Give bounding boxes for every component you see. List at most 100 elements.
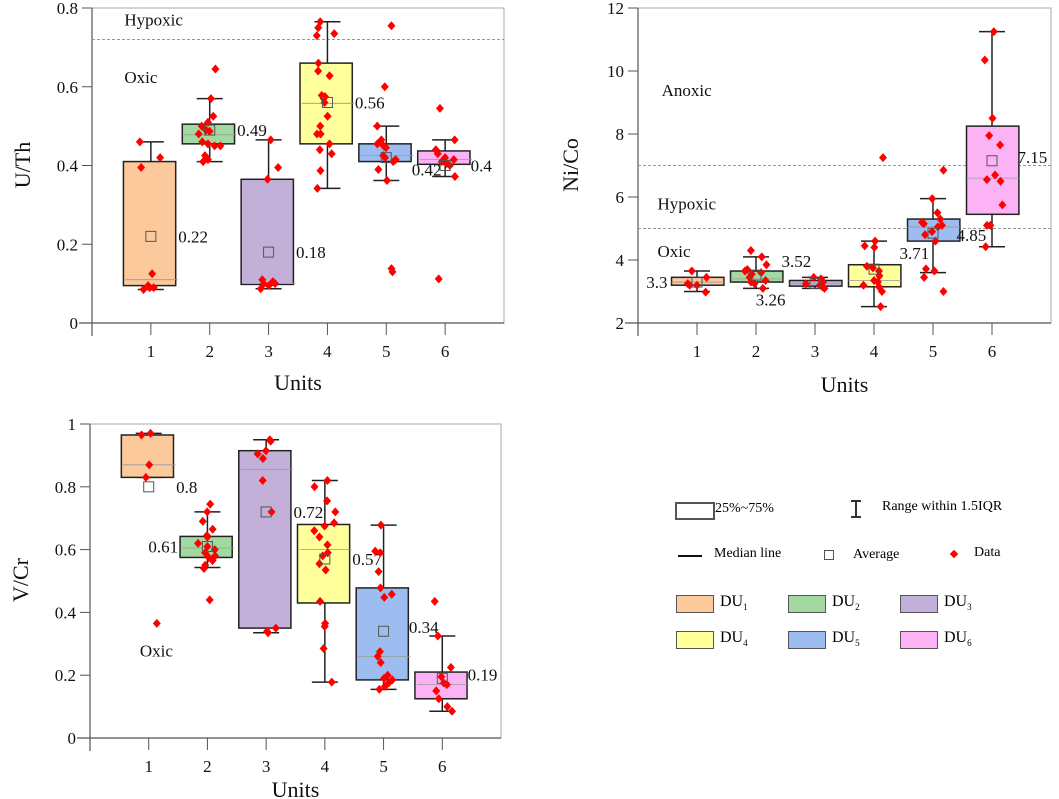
data-point	[316, 129, 325, 139]
chart-uth: 0 0.2 0.4 0.6 0.8 1 2 3 4 5 6 U/Th Units Hypoxic Oxic 0…	[10, 0, 505, 395]
data-point	[312, 31, 321, 41]
x-tick-label: 4	[321, 757, 330, 776]
data-point	[205, 595, 214, 605]
iqr-box	[122, 160, 177, 287]
data-point	[261, 446, 270, 456]
mean-marker	[691, 276, 703, 288]
data-point	[374, 164, 383, 174]
data-point	[809, 272, 818, 282]
data-point	[320, 622, 329, 632]
data-point	[376, 520, 385, 530]
data-point	[930, 266, 939, 276]
data-point	[919, 219, 928, 229]
data-point	[434, 694, 443, 704]
data-point	[211, 64, 220, 74]
legend-unit-sub: 4	[743, 638, 748, 649]
box-du4: 0.57	[296, 476, 382, 687]
box-du4: 3.71	[847, 153, 929, 312]
legend-median-label: Median line	[714, 546, 782, 561]
mean-value-label: 4.85	[956, 226, 986, 245]
mean-value-label: 7.15	[1017, 148, 1047, 167]
data-point	[939, 165, 948, 175]
data-point	[998, 200, 1007, 210]
data-point	[319, 644, 328, 654]
zone-label: Oxic	[124, 68, 158, 87]
legend-swatch-du4	[676, 631, 714, 649]
data-point	[988, 113, 997, 123]
legend-unit-base: DU	[720, 629, 744, 646]
y-tick-label: 2	[616, 314, 625, 333]
y-tick-label: 0.2	[55, 666, 76, 685]
data-point	[435, 103, 444, 113]
mean-marker	[436, 672, 448, 684]
data-point	[331, 507, 340, 517]
box-du2: 0.61	[148, 499, 235, 605]
range-icon	[851, 500, 861, 518]
mean-value-label: 0.61	[148, 537, 178, 556]
mean-marker	[750, 269, 762, 281]
mean-marker	[927, 227, 939, 239]
data-point	[373, 651, 382, 661]
legend-label-du6: DU6	[944, 629, 972, 648]
legend-label-du1: DU1	[720, 593, 748, 612]
x-tick-label: 1	[144, 757, 153, 776]
mean-marker	[378, 625, 390, 637]
data-point	[203, 139, 212, 149]
average-icon	[824, 550, 834, 560]
data-point	[446, 662, 455, 672]
legend-range-label: Range within 1.5IQR	[882, 499, 1003, 514]
data-point	[315, 145, 324, 155]
mean-marker	[809, 277, 821, 289]
legend-unit-base: DU	[832, 629, 856, 646]
iqr-box	[238, 449, 292, 629]
legend-box-swatch	[675, 502, 715, 520]
data-point	[316, 166, 325, 176]
box-du5: 4.85	[906, 165, 986, 296]
data-point	[137, 430, 146, 440]
box-du4: 0.56	[299, 17, 385, 193]
data-point	[870, 242, 879, 252]
legend-swatch-du6	[900, 631, 938, 649]
data-point	[443, 702, 452, 712]
data-point	[198, 516, 207, 526]
data-point	[216, 141, 225, 151]
data-point	[316, 121, 325, 131]
x-axis-label: Units	[272, 777, 320, 799]
iqr-box	[355, 587, 410, 681]
mean-marker	[204, 124, 216, 136]
data-point	[258, 476, 267, 486]
mean-value-label: 3.52	[781, 252, 811, 271]
data-point	[139, 285, 148, 295]
data-point	[388, 267, 397, 277]
legend-swatch-du5	[788, 631, 826, 649]
data-point	[203, 117, 212, 127]
legend-unit-base: DU	[944, 629, 968, 646]
data-point	[325, 139, 334, 149]
x-tick-label: 2	[752, 342, 761, 361]
data-point	[376, 583, 385, 593]
y-tick-label: 1	[68, 415, 77, 434]
box-du1: 0.8	[120, 428, 197, 628]
data-point	[982, 220, 991, 230]
data-point	[310, 526, 319, 536]
data-point	[450, 135, 459, 145]
data-point	[437, 672, 446, 682]
data-point	[762, 260, 771, 270]
x-tick-label: 1	[147, 342, 156, 361]
legend-unit-sub: 6	[967, 638, 972, 649]
data-point	[330, 518, 339, 528]
data-point	[135, 137, 144, 147]
box-du5: 0.34	[355, 520, 439, 694]
x-tick-label: 2	[203, 757, 212, 776]
box-du3: 0.18	[240, 135, 326, 294]
data-point	[316, 596, 325, 606]
data-point	[933, 222, 942, 232]
data-point	[868, 263, 877, 273]
data-point	[323, 496, 332, 506]
data-point	[205, 126, 214, 136]
data-point	[373, 139, 382, 149]
data-point	[430, 596, 439, 606]
x-tick-label: 5	[929, 342, 938, 361]
